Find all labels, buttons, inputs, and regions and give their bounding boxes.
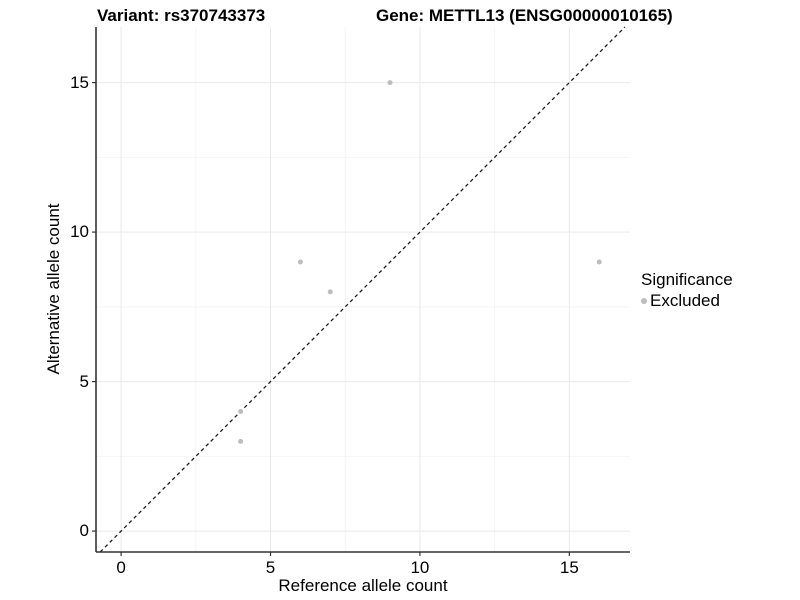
minor-gridlines xyxy=(96,27,630,552)
point-icon xyxy=(640,298,647,304)
x-tick-label: 5 xyxy=(265,558,276,577)
legend-item-label: Excluded xyxy=(650,291,720,310)
data-point xyxy=(387,80,393,86)
plot-title-variant: Variant: rs370743373 xyxy=(97,6,266,25)
legend-item-excluded: Excluded xyxy=(640,291,799,310)
y-tick-label: 0 xyxy=(79,521,89,541)
y-tick-label: 5 xyxy=(79,371,89,391)
data-point xyxy=(297,259,303,265)
plot-title-gene: Gene: METTL13 (ENSG00000010165) xyxy=(376,6,673,25)
legend-key xyxy=(637,292,650,310)
data-point xyxy=(238,408,244,414)
legend-title: Significance xyxy=(641,270,733,289)
data-point xyxy=(327,289,333,295)
identity-dashed-line xyxy=(99,26,626,553)
y-tick-label: 15 xyxy=(70,72,89,92)
data-point xyxy=(596,259,602,265)
data-point xyxy=(238,438,244,444)
data-points xyxy=(238,80,602,444)
x-tick-label: 10 xyxy=(410,558,430,577)
x-tick-label: 0 xyxy=(116,558,126,577)
axis-tick-marks xyxy=(92,82,570,556)
x-tick-label: 15 xyxy=(559,558,579,577)
axis-lines xyxy=(95,27,630,553)
legend: Significance Excluded xyxy=(640,270,799,310)
y-tick-label: 10 xyxy=(70,222,89,242)
y-axis-title: Alternative allele count xyxy=(44,203,63,375)
x-axis-title: Reference allele count xyxy=(278,576,448,595)
major-gridlines xyxy=(96,27,630,552)
